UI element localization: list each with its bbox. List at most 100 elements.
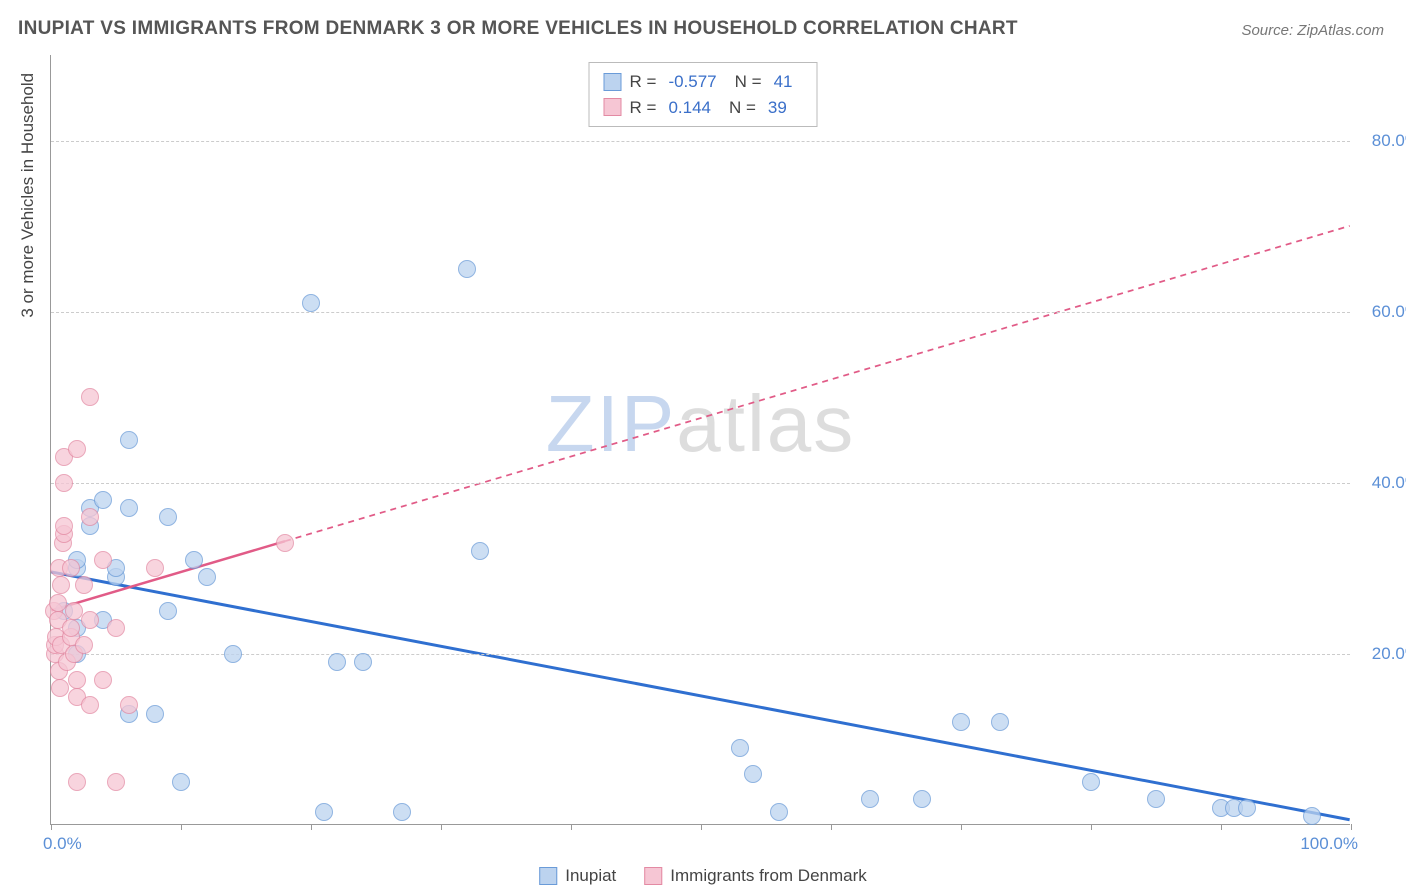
data-point: [49, 594, 67, 612]
x-tick-mark: [701, 824, 702, 830]
data-point: [94, 491, 112, 509]
data-point: [107, 619, 125, 637]
data-point: [224, 645, 242, 663]
watermark-zip: ZIP: [546, 379, 676, 468]
source-attribution: Source: ZipAtlas.com: [1241, 22, 1384, 39]
n-value: 41: [770, 69, 803, 95]
data-point: [120, 431, 138, 449]
legend-swatch: [644, 867, 662, 885]
data-point: [75, 636, 93, 654]
n-label: N =: [735, 69, 762, 95]
data-point: [62, 559, 80, 577]
n-value: 39: [764, 95, 797, 121]
chart-container: INUPIAT VS IMMIGRANTS FROM DENMARK 3 OR …: [0, 0, 1406, 892]
x-tick-mark: [1221, 824, 1222, 830]
legend-series-label: Immigrants from Denmark: [670, 866, 866, 886]
data-point: [55, 474, 73, 492]
y-axis-label: 3 or more Vehicles in Household: [18, 73, 38, 318]
data-point: [81, 696, 99, 714]
data-point: [81, 508, 99, 526]
plot-area: ZIPatlas 20.0%40.0%60.0%80.0%0.0%100.0%: [50, 55, 1350, 825]
data-point: [952, 713, 970, 731]
data-point: [120, 696, 138, 714]
data-point: [1147, 790, 1165, 808]
x-tick-mark: [1351, 824, 1352, 830]
x-tick-mark: [571, 824, 572, 830]
trend-line-solid: [51, 572, 1349, 820]
r-label: R =: [630, 69, 657, 95]
legend-swatch: [539, 867, 557, 885]
legend-series: Inupiat Immigrants from Denmark: [539, 866, 867, 886]
x-tick-mark: [1091, 824, 1092, 830]
r-label: R =: [630, 95, 657, 121]
x-tick-mark: [441, 824, 442, 830]
legend-swatch: [604, 73, 622, 91]
data-point: [1303, 807, 1321, 825]
data-point: [94, 551, 112, 569]
data-point: [913, 790, 931, 808]
legend-series-item: Inupiat: [539, 866, 616, 886]
x-tick-label: 100.0%: [1300, 834, 1358, 854]
data-point: [185, 551, 203, 569]
data-point: [68, 440, 86, 458]
gridline: [51, 483, 1350, 484]
y-tick-label: 80.0%: [1360, 131, 1406, 151]
data-point: [172, 773, 190, 791]
data-point: [1238, 799, 1256, 817]
y-tick-label: 60.0%: [1360, 302, 1406, 322]
data-point: [146, 559, 164, 577]
data-point: [81, 388, 99, 406]
data-point: [146, 705, 164, 723]
trend-line-solid: [51, 541, 285, 610]
r-value: 0.144: [664, 95, 721, 121]
y-tick-label: 20.0%: [1360, 644, 1406, 664]
data-point: [458, 260, 476, 278]
legend-series-item: Immigrants from Denmark: [644, 866, 866, 886]
legend-swatch: [604, 98, 622, 116]
data-point: [198, 568, 216, 586]
data-point: [68, 671, 86, 689]
chart-title: INUPIAT VS IMMIGRANTS FROM DENMARK 3 OR …: [18, 18, 1018, 40]
data-point: [770, 803, 788, 821]
x-tick-mark: [51, 824, 52, 830]
data-point: [159, 602, 177, 620]
data-point: [81, 611, 99, 629]
data-point: [62, 619, 80, 637]
n-label: N =: [729, 95, 756, 121]
data-point: [107, 773, 125, 791]
data-point: [68, 773, 86, 791]
watermark: ZIPatlas: [546, 378, 855, 470]
data-point: [744, 765, 762, 783]
x-tick-mark: [181, 824, 182, 830]
data-point: [471, 542, 489, 560]
legend-correlation: R =-0.577N =41R =0.144N =39: [589, 62, 818, 127]
gridline: [51, 141, 1350, 142]
data-point: [94, 671, 112, 689]
x-tick-mark: [961, 824, 962, 830]
data-point: [328, 653, 346, 671]
data-point: [75, 576, 93, 594]
legend-series-label: Inupiat: [565, 866, 616, 886]
data-point: [276, 534, 294, 552]
data-point: [354, 653, 372, 671]
data-point: [861, 790, 879, 808]
data-point: [1082, 773, 1100, 791]
data-point: [991, 713, 1009, 731]
data-point: [731, 739, 749, 757]
data-point: [120, 499, 138, 517]
trend-lines-layer: [51, 55, 1350, 824]
legend-correlation-row: R =-0.577N =41: [604, 69, 803, 95]
data-point: [55, 517, 73, 535]
x-tick-label: 0.0%: [43, 834, 82, 854]
legend-correlation-row: R = 0.144 N = 39: [604, 95, 803, 121]
y-tick-label: 40.0%: [1360, 473, 1406, 493]
data-point: [315, 803, 333, 821]
gridline: [51, 312, 1350, 313]
data-point: [159, 508, 177, 526]
data-point: [52, 576, 70, 594]
data-point: [51, 679, 69, 697]
data-point: [302, 294, 320, 312]
data-point: [393, 803, 411, 821]
x-tick-mark: [831, 824, 832, 830]
gridline: [51, 654, 1350, 655]
